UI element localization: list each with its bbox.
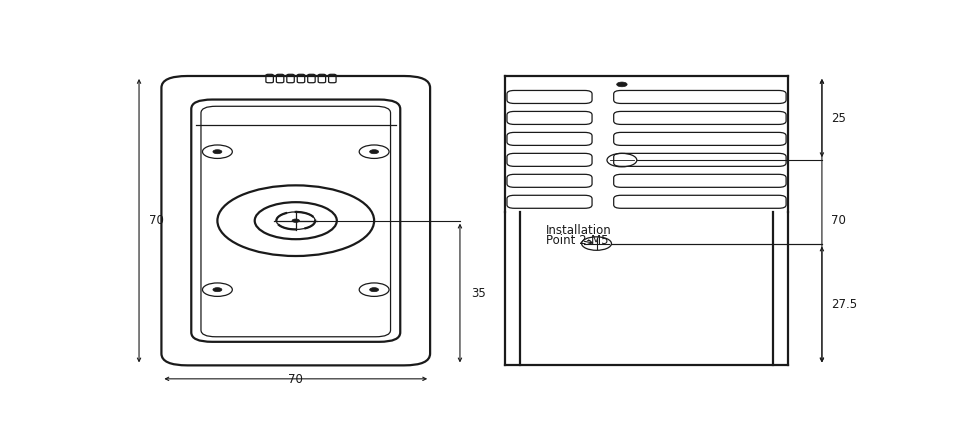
Circle shape: [213, 288, 221, 291]
Circle shape: [213, 150, 221, 154]
Text: 27.5: 27.5: [831, 298, 857, 311]
Circle shape: [370, 288, 378, 291]
Text: 70: 70: [288, 373, 303, 385]
Circle shape: [292, 219, 299, 222]
Text: 70: 70: [831, 214, 846, 227]
Circle shape: [616, 82, 627, 87]
Text: Point 2-M5: Point 2-M5: [546, 234, 609, 247]
Text: Installation: Installation: [546, 224, 612, 237]
Circle shape: [370, 150, 378, 154]
Text: 70: 70: [148, 214, 164, 227]
Text: 25: 25: [831, 111, 846, 125]
Text: 35: 35: [471, 287, 486, 299]
